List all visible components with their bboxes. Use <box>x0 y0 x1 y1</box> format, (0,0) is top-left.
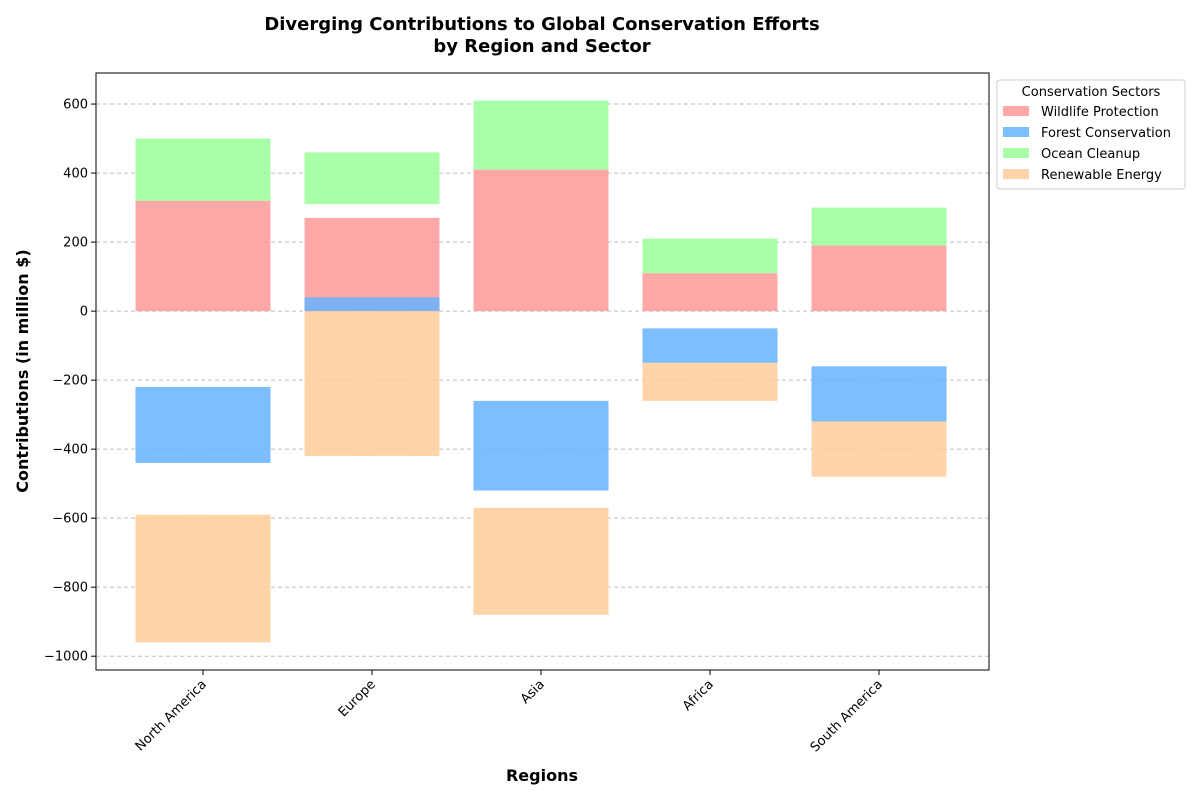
legend-box <box>996 79 1186 190</box>
bar-ocean-cleanup <box>304 152 440 205</box>
x-tick-label: North America <box>133 677 210 754</box>
x-tick-label: Africa <box>680 677 717 714</box>
bar-ocean-cleanup <box>135 138 271 201</box>
y-tick-label: −400 <box>52 443 88 458</box>
x-tick-label: Asia <box>518 677 548 707</box>
legend: Conservation Sectors Wildlife Protection… <box>996 79 1186 190</box>
bar-renewable-energy <box>642 362 778 401</box>
y-tick-label: −200 <box>52 374 88 389</box>
bar-renewable-energy <box>473 507 609 615</box>
bar-renewable-energy <box>135 514 271 643</box>
x-tick-label: Europe <box>336 677 379 720</box>
y-tick-label: −800 <box>52 581 88 596</box>
y-tick-label: −600 <box>52 512 88 527</box>
y-tick-label: 600 <box>63 98 88 113</box>
bar-ocean-cleanup <box>811 207 947 246</box>
bar-wildlife-protection <box>135 200 271 312</box>
bar-wildlife-protection <box>473 169 609 312</box>
y-axis-ticks: −1000 −800 −600 −400 −200 0 200 400 600 <box>44 98 96 665</box>
chart-title-line-1: Diverging Contributions to Global Conser… <box>264 14 819 35</box>
x-tick-label: South America <box>808 677 886 755</box>
bar-wildlife-protection <box>811 245 947 312</box>
bar-forest-conservation <box>473 400 609 491</box>
bars <box>135 100 947 643</box>
y-tick-label: 200 <box>63 236 88 251</box>
y-tick-label: 0 <box>80 305 88 320</box>
legend-swatch <box>1003 127 1029 137</box>
bar-wildlife-protection <box>642 273 778 312</box>
chart-title-line-2: by Region and Sector <box>433 36 650 57</box>
bar-ocean-cleanup <box>642 238 778 274</box>
bar-ocean-cleanup <box>473 100 609 170</box>
bar-renewable-energy <box>811 421 947 477</box>
y-tick-label: −1000 <box>44 650 88 665</box>
legend-label: Forest Conservation <box>1041 126 1171 141</box>
bar-forest-conservation <box>642 328 778 363</box>
bar-forest-conservation <box>135 387 271 463</box>
legend-title: Conservation Sectors <box>1022 85 1161 100</box>
legend-swatch <box>1003 148 1029 158</box>
bar-renewable-energy <box>304 311 440 457</box>
legend-label: Wildlife Protection <box>1041 105 1159 120</box>
bar-forest-conservation <box>811 366 947 422</box>
y-axis-label: Contributions (in million $) <box>13 249 32 492</box>
bar-wildlife-protection <box>304 217 440 312</box>
legend-label: Renewable Energy <box>1041 168 1162 183</box>
y-tick-label: 400 <box>63 167 88 182</box>
bar-forest-conservation <box>304 297 440 312</box>
legend-swatch <box>1003 169 1029 179</box>
plot-frame <box>95 72 990 671</box>
x-axis-label: Regions <box>506 766 578 785</box>
legend-swatch <box>1003 106 1029 116</box>
x-axis-ticks: North America Europe Asia Africa South Ameri… <box>133 670 886 755</box>
legend-label: Ocean Cleanup <box>1041 147 1140 162</box>
